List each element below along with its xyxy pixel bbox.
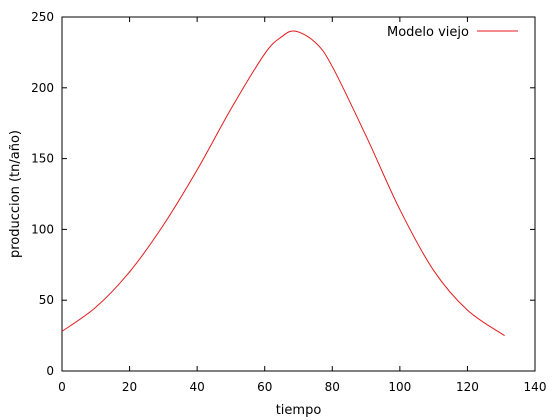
- y-tick-label: 150: [31, 152, 54, 166]
- series-layer: [61, 30, 505, 337]
- legend-label: Modelo viejo: [387, 25, 469, 40]
- x-tick-label: 20: [122, 380, 137, 394]
- y-axis-title: produccion (tn/año): [8, 130, 23, 258]
- axis-ticks: 0 20 40 60 80 100 120 140 0 50 100 150 200 250: [31, 10, 546, 394]
- x-axis-title: tiempo: [276, 403, 322, 418]
- y-tick-label: 100: [31, 222, 54, 236]
- x-tick-label: 120: [456, 380, 479, 394]
- y-tick-label: 0: [46, 364, 54, 378]
- y-tick-label: 50: [39, 293, 54, 307]
- x-tick-label: 0: [58, 380, 66, 394]
- x-tick-label: 40: [190, 380, 205, 394]
- x-tick-label: 100: [388, 380, 411, 394]
- x-tick-label: 60: [257, 380, 272, 394]
- x-tick-label: 80: [325, 380, 340, 394]
- y-tick-label: 200: [31, 81, 54, 95]
- series-line: [61, 30, 505, 337]
- plot-frame: [61, 16, 536, 372]
- x-tick-label: 140: [524, 380, 547, 394]
- y-tick-label: 250: [31, 10, 54, 24]
- legend: Modelo viejo: [387, 25, 518, 40]
